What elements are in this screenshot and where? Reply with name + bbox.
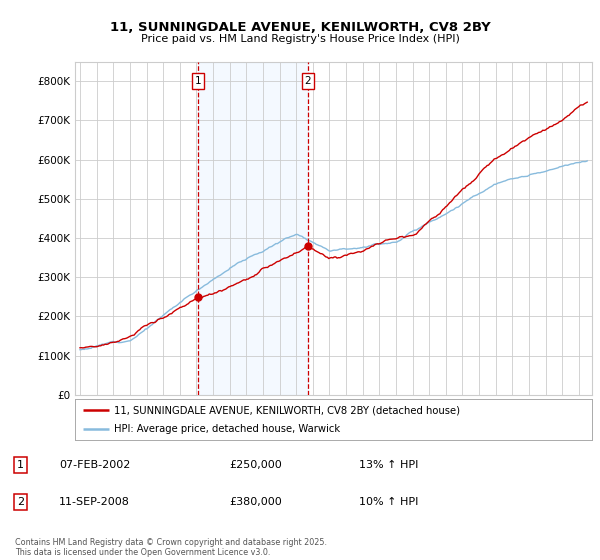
Text: 11, SUNNINGDALE AVENUE, KENILWORTH, CV8 2BY (detached house): 11, SUNNINGDALE AVENUE, KENILWORTH, CV8 …	[114, 405, 460, 415]
Text: £380,000: £380,000	[229, 497, 282, 507]
Text: 1: 1	[195, 76, 202, 86]
Text: Contains HM Land Registry data © Crown copyright and database right 2025.
This d: Contains HM Land Registry data © Crown c…	[15, 538, 327, 557]
Text: Price paid vs. HM Land Registry's House Price Index (HPI): Price paid vs. HM Land Registry's House …	[140, 34, 460, 44]
Text: 11, SUNNINGDALE AVENUE, KENILWORTH, CV8 2BY: 11, SUNNINGDALE AVENUE, KENILWORTH, CV8 …	[110, 21, 490, 34]
Text: 2: 2	[17, 497, 24, 507]
Text: 11-SEP-2008: 11-SEP-2008	[59, 497, 130, 507]
Text: 07-FEB-2002: 07-FEB-2002	[59, 460, 130, 470]
Text: 10% ↑ HPI: 10% ↑ HPI	[359, 497, 418, 507]
Text: 2: 2	[305, 76, 311, 86]
Text: £250,000: £250,000	[229, 460, 282, 470]
Text: 1: 1	[17, 460, 24, 470]
Text: HPI: Average price, detached house, Warwick: HPI: Average price, detached house, Warw…	[114, 424, 340, 433]
Bar	[198, 62, 308, 395]
Text: 13% ↑ HPI: 13% ↑ HPI	[359, 460, 418, 470]
